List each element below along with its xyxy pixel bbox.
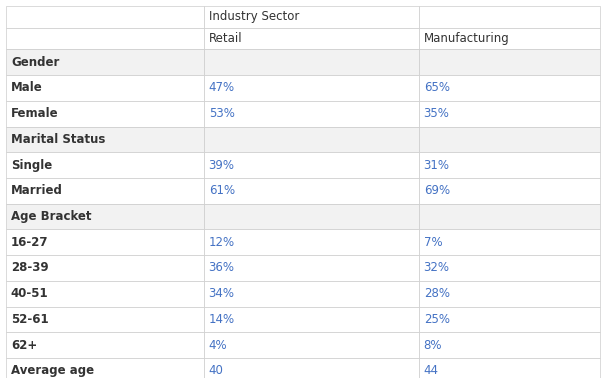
Text: 34%: 34% bbox=[208, 287, 235, 300]
Bar bbox=[204, 358, 419, 378]
Bar bbox=[204, 6, 419, 28]
Text: 16-27: 16-27 bbox=[11, 236, 48, 249]
Bar bbox=[6, 127, 204, 152]
Text: 40: 40 bbox=[208, 364, 224, 377]
Bar bbox=[204, 50, 419, 75]
Text: 35%: 35% bbox=[424, 107, 450, 120]
Bar bbox=[419, 6, 600, 28]
Bar bbox=[419, 101, 600, 127]
Text: 28-39: 28-39 bbox=[11, 262, 48, 274]
Text: Married: Married bbox=[11, 184, 63, 197]
Bar bbox=[6, 332, 204, 358]
Bar bbox=[419, 281, 600, 307]
Text: Average age: Average age bbox=[11, 364, 94, 377]
Bar bbox=[204, 281, 419, 307]
Text: 7%: 7% bbox=[424, 236, 442, 249]
Text: Manufacturing: Manufacturing bbox=[424, 32, 510, 45]
Bar bbox=[204, 152, 419, 178]
Bar bbox=[419, 28, 600, 50]
Text: Marital Status: Marital Status bbox=[11, 133, 105, 146]
Text: Industry Sector: Industry Sector bbox=[208, 10, 299, 23]
Bar bbox=[204, 332, 419, 358]
Bar bbox=[204, 178, 419, 204]
Bar bbox=[204, 307, 419, 332]
Text: 53%: 53% bbox=[208, 107, 235, 120]
Bar bbox=[419, 50, 600, 75]
Bar bbox=[419, 255, 600, 281]
Text: 14%: 14% bbox=[208, 313, 235, 326]
Bar bbox=[6, 255, 204, 281]
Bar bbox=[6, 358, 204, 378]
Bar bbox=[419, 229, 600, 255]
Bar bbox=[6, 152, 204, 178]
Bar bbox=[419, 178, 600, 204]
Bar bbox=[6, 281, 204, 307]
Text: 69%: 69% bbox=[424, 184, 450, 197]
Bar bbox=[419, 152, 600, 178]
Bar bbox=[204, 127, 419, 152]
Text: 65%: 65% bbox=[424, 81, 450, 94]
Text: 4%: 4% bbox=[208, 339, 227, 352]
Text: Single: Single bbox=[11, 159, 52, 172]
Bar bbox=[204, 204, 419, 229]
Text: 36%: 36% bbox=[208, 262, 235, 274]
Text: 8%: 8% bbox=[424, 339, 442, 352]
Text: 47%: 47% bbox=[208, 81, 235, 94]
Bar bbox=[204, 28, 419, 50]
Bar bbox=[6, 50, 204, 75]
Bar bbox=[419, 75, 600, 101]
Text: 40-51: 40-51 bbox=[11, 287, 48, 300]
Bar bbox=[6, 6, 204, 28]
Text: 39%: 39% bbox=[208, 159, 235, 172]
Text: 31%: 31% bbox=[424, 159, 450, 172]
Text: 44: 44 bbox=[424, 364, 439, 377]
Bar bbox=[204, 101, 419, 127]
Bar bbox=[6, 178, 204, 204]
Text: 61%: 61% bbox=[208, 184, 235, 197]
Text: 52-61: 52-61 bbox=[11, 313, 48, 326]
Bar bbox=[6, 101, 204, 127]
Bar bbox=[419, 332, 600, 358]
Text: 28%: 28% bbox=[424, 287, 450, 300]
Bar bbox=[6, 75, 204, 101]
Bar bbox=[204, 255, 419, 281]
Bar bbox=[419, 358, 600, 378]
Bar bbox=[6, 28, 204, 50]
Bar bbox=[419, 307, 600, 332]
Bar bbox=[204, 229, 419, 255]
Bar bbox=[6, 204, 204, 229]
Text: Female: Female bbox=[11, 107, 59, 120]
Text: 25%: 25% bbox=[424, 313, 450, 326]
Bar bbox=[6, 307, 204, 332]
Bar bbox=[204, 75, 419, 101]
Text: Gender: Gender bbox=[11, 56, 59, 69]
Bar bbox=[6, 229, 204, 255]
Text: 32%: 32% bbox=[424, 262, 450, 274]
Text: 12%: 12% bbox=[208, 236, 235, 249]
Bar bbox=[419, 127, 600, 152]
Text: Male: Male bbox=[11, 81, 42, 94]
Text: Age Bracket: Age Bracket bbox=[11, 210, 92, 223]
Text: 62+: 62+ bbox=[11, 339, 37, 352]
Text: Retail: Retail bbox=[208, 32, 242, 45]
Bar bbox=[419, 204, 600, 229]
